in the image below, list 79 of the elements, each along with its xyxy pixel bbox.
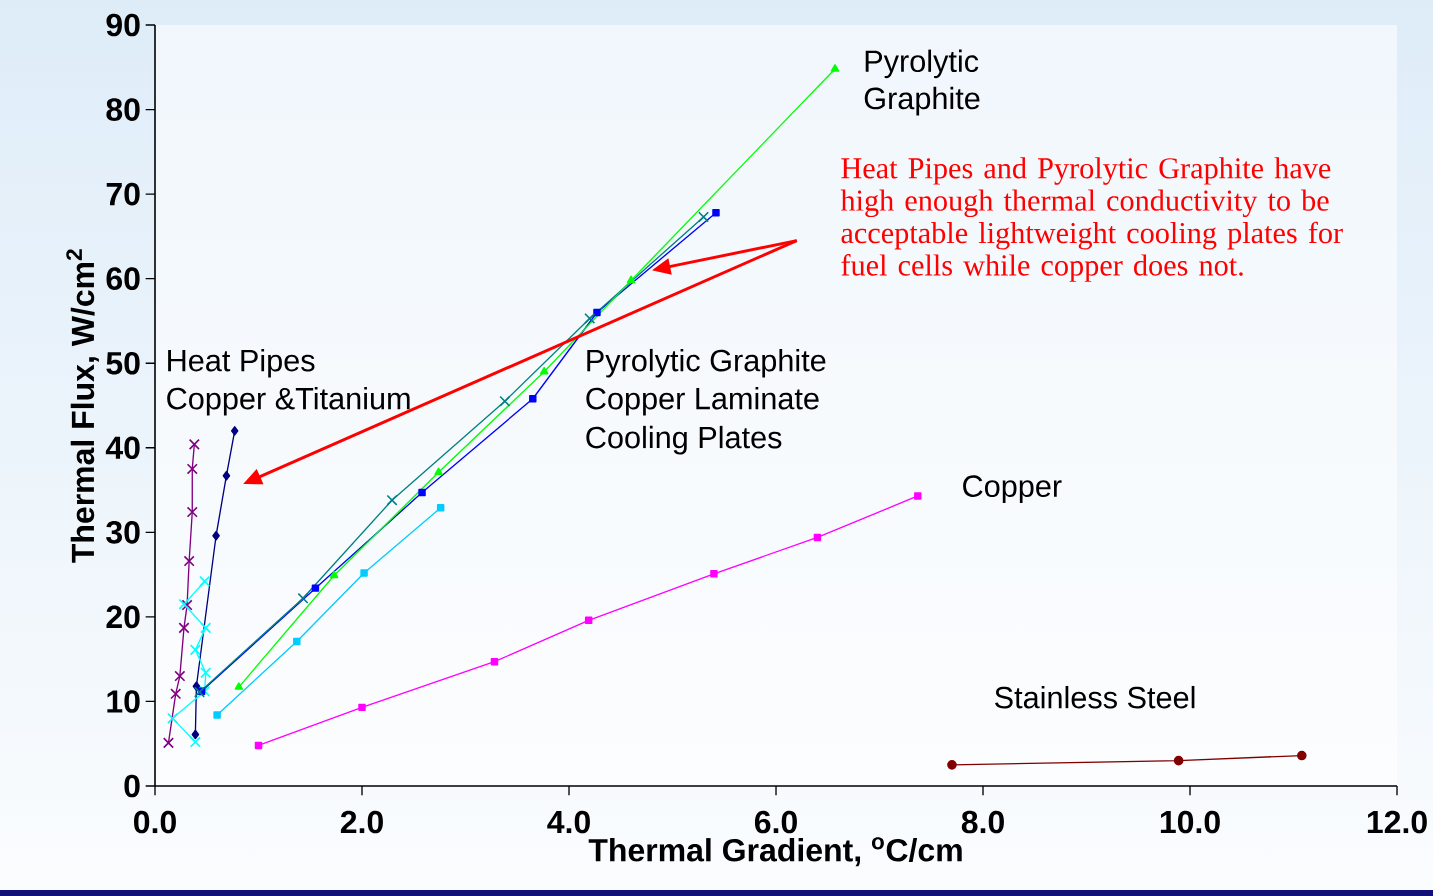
y-tick-label: 10	[107, 690, 140, 713]
point	[311, 584, 320, 592]
point	[584, 312, 596, 324]
point	[167, 712, 179, 724]
point	[710, 570, 718, 578]
point	[222, 470, 231, 481]
point	[162, 737, 174, 749]
y-tick-label: 0	[124, 774, 140, 798]
x-tick-label: 12.0	[1367, 810, 1427, 834]
y-axis-title: Thermal Flux, W/cm$^{2}$	[66, 249, 99, 563]
y-tick-label: 30	[106, 520, 140, 544]
point	[1173, 755, 1184, 766]
annotation: Heat Pipes and Pyrolytic Graphite have high enough thermal conductivity to be acceptable lightweight cooling plates for fuel cells while copper does not.	[840, 157, 1343, 282]
annotation: Pyrolytic	[865, 49, 979, 79]
point	[529, 395, 537, 403]
x-axis-title: Thermal Gradient, $^{o}$C/cm	[588, 837, 962, 867]
y-tick-label: 50	[106, 351, 140, 375]
annotation: Heat Pipes	[168, 348, 315, 378]
point	[386, 494, 398, 506]
point	[830, 64, 840, 72]
point	[234, 682, 244, 690]
point	[200, 667, 212, 679]
point	[626, 275, 636, 284]
y-tick-label: 40	[105, 436, 140, 460]
y-tick-label: 60	[106, 267, 140, 290]
x-tick-label: 6.0	[754, 810, 797, 834]
point	[499, 395, 511, 407]
point	[186, 506, 198, 518]
point	[698, 211, 710, 223]
point	[584, 616, 593, 624]
x-tick-label: 8.0	[961, 810, 1004, 834]
annotation: Copper &Titanium	[167, 386, 410, 416]
annotation: Copper	[963, 475, 1062, 504]
point	[230, 426, 239, 436]
point	[191, 729, 200, 740]
point	[1297, 750, 1307, 761]
point	[193, 686, 206, 698]
y-tick-label: 20	[106, 605, 140, 629]
point	[358, 703, 366, 712]
point	[199, 685, 211, 697]
point	[593, 308, 601, 317]
point	[189, 644, 201, 656]
point	[174, 670, 186, 682]
y-tick-label: 80	[106, 98, 140, 121]
point	[914, 492, 922, 500]
point	[434, 467, 443, 476]
point	[183, 555, 195, 567]
x-tick-label: 0.0	[134, 810, 176, 834]
annotation: Cooling Plates	[586, 425, 782, 455]
annotation: Stainless Steel	[995, 685, 1195, 709]
point	[254, 741, 263, 750]
point	[813, 533, 822, 542]
x-tick-label: 4.0	[547, 810, 590, 834]
point	[186, 463, 198, 475]
annotation: Graphite	[864, 86, 980, 116]
point	[170, 688, 182, 700]
x-tick-label: 2.0	[340, 810, 383, 834]
point	[436, 504, 445, 512]
point	[212, 530, 220, 541]
point	[490, 657, 499, 666]
point	[418, 488, 426, 497]
point	[297, 592, 309, 604]
point	[189, 736, 201, 748]
point	[293, 637, 301, 646]
point	[947, 760, 957, 770]
point	[213, 711, 221, 719]
point	[360, 569, 368, 577]
annotation: Pyrolytic Graphite	[587, 348, 826, 378]
point	[329, 570, 339, 579]
annotation: Copper Laminate	[586, 386, 819, 416]
point	[188, 438, 200, 450]
point	[539, 366, 549, 375]
y-tick-label: 70	[106, 182, 140, 206]
point	[178, 622, 190, 634]
y-tick-label: 90	[106, 13, 140, 37]
point	[200, 622, 212, 634]
point	[712, 208, 720, 217]
point	[199, 575, 211, 587]
x-tick-label: 10.0	[1160, 810, 1220, 834]
